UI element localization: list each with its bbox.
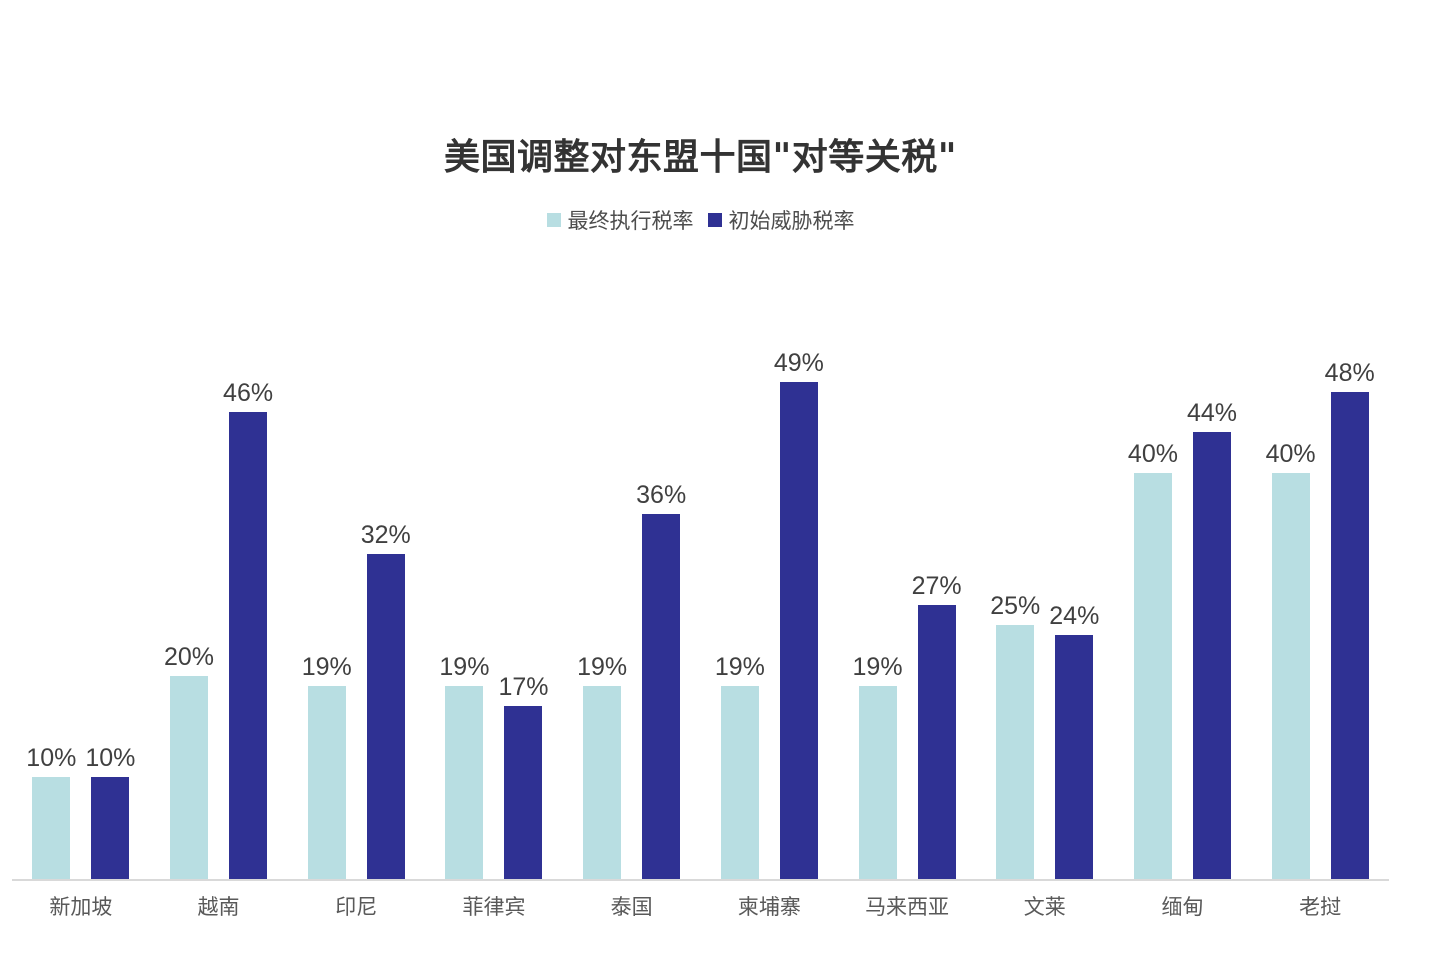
- final-rate-bar: [1133, 473, 1172, 879]
- legend-label-final-rate: 最终执行税率: [567, 209, 694, 233]
- initial-rate-bar-wrap: 46%: [223, 378, 274, 879]
- legend: 最终执行税率 初始威胁税率: [12, 205, 1389, 235]
- final-rate-value-label: 19%: [577, 652, 628, 681]
- final-rate-bar-wrap: 19%: [852, 652, 903, 879]
- initial-rate-bar-wrap: 27%: [911, 571, 962, 879]
- final-rate-value-label: 10%: [26, 743, 77, 772]
- final-rate-value-label: 19%: [714, 652, 765, 681]
- x-axis-label-8: 文莱: [1023, 895, 1066, 919]
- final-rate-bar-wrap: 19%: [714, 652, 765, 879]
- final-rate-bar-wrap: 20%: [164, 642, 215, 879]
- initial-rate-bar-wrap: 24%: [1049, 601, 1100, 879]
- bar-group-8: 25% 24%: [976, 279, 1114, 879]
- x-axis-labels: 新加坡 越南 印尼 菲律宾 泰国 柬埔寨 马来西亚 文莱 缅甸 老挝: [12, 891, 1389, 921]
- initial-rate-value-label: 24%: [1049, 601, 1100, 630]
- initial-rate-bar-wrap: 49%: [773, 348, 824, 879]
- x-axis-label-7: 马来西亚: [865, 895, 950, 919]
- initial-rate-bar: [779, 382, 818, 879]
- final-rate-value-label: 40%: [1265, 439, 1316, 468]
- final-rate-value-label: 19%: [301, 652, 352, 681]
- initial-rate-bar: [1330, 392, 1369, 879]
- initial-rate-bar: [504, 706, 543, 879]
- initial-rate-bar: [91, 777, 130, 879]
- initial-rate-bar: [366, 554, 405, 879]
- final-rate-bar-wrap: 40%: [1127, 439, 1178, 879]
- bar-group-5: 19% 36%: [563, 279, 701, 879]
- initial-rate-value-label: 17%: [498, 672, 549, 701]
- initial-rate-value-label: 36%: [636, 480, 687, 509]
- initial-rate-value-label: 48%: [1324, 358, 1375, 387]
- final-rate-bar: [170, 676, 209, 879]
- initial-rate-value-label: 44%: [1186, 398, 1238, 427]
- final-rate-bar-wrap: 25%: [990, 591, 1041, 879]
- final-rate-bar: [1271, 473, 1310, 879]
- initial-rate-value-label: 46%: [223, 378, 274, 407]
- bar-group-2: 20% 46%: [150, 279, 288, 879]
- x-axis-label-3: 印尼: [335, 895, 378, 919]
- initial-rate-bar-wrap: 10%: [85, 743, 136, 879]
- final-rate-bar: [445, 686, 484, 879]
- final-rate-bar: [996, 625, 1035, 879]
- initial-rate-value-label: 27%: [911, 571, 962, 600]
- final-rate-value-label: 40%: [1127, 439, 1178, 468]
- initial-rate-value-label: 32%: [360, 520, 411, 549]
- bar-group-9: 40% 44%: [1114, 279, 1252, 879]
- final-rate-bar-wrap: 19%: [301, 652, 352, 879]
- plot-area: 10% 10% 20% 46% 19% 32% 19% 17% 19% 36% 19% 49% 19% 2…: [12, 279, 1389, 881]
- initial-rate-bar-wrap: 48%: [1324, 358, 1375, 879]
- legend-swatch-final-rate: [546, 213, 561, 227]
- initial-rate-bar-wrap: 32%: [360, 520, 411, 879]
- bar-group-4: 19% 17%: [425, 279, 563, 879]
- initial-rate-bar-wrap: 17%: [498, 672, 549, 879]
- initial-rate-bar: [229, 412, 268, 879]
- bar-group-6: 19% 49%: [701, 279, 839, 879]
- x-axis-label-10: 老挝: [1299, 895, 1342, 919]
- initial-rate-bar: [642, 514, 681, 879]
- x-axis-label-2: 越南: [197, 895, 240, 919]
- bar-group-7: 19% 27%: [838, 279, 976, 879]
- final-rate-bar: [32, 777, 71, 879]
- final-rate-bar-wrap: 19%: [439, 652, 490, 879]
- initial-rate-bar: [917, 605, 956, 879]
- final-rate-bar-wrap: 19%: [577, 652, 628, 879]
- legend-item-final-rate: 最终执行税率: [546, 205, 694, 235]
- final-rate-bar: [307, 686, 346, 879]
- bar-group-1: 10% 10%: [12, 279, 150, 879]
- bar-group-10: 40% 48%: [1251, 279, 1389, 879]
- x-axis-label-6: 柬埔寨: [737, 895, 801, 919]
- initial-rate-value-label: 49%: [773, 348, 824, 377]
- initial-rate-bar: [1055, 635, 1094, 879]
- legend-swatch-initial-rate: [707, 213, 722, 227]
- initial-rate-value-label: 10%: [85, 743, 136, 772]
- x-axis-label-1: 新加坡: [49, 895, 113, 919]
- final-rate-bar: [720, 686, 759, 879]
- initial-rate-bar-wrap: 44%: [1186, 398, 1238, 879]
- final-rate-bar-wrap: 10%: [26, 743, 77, 879]
- final-rate-value-label: 19%: [439, 652, 490, 681]
- initial-rate-bar-wrap: 36%: [636, 480, 687, 879]
- x-axis-label-4: 菲律宾: [462, 895, 526, 919]
- final-rate-value-label: 19%: [852, 652, 903, 681]
- final-rate-bar-wrap: 40%: [1265, 439, 1316, 879]
- initial-rate-bar: [1192, 432, 1231, 879]
- final-rate-value-label: 25%: [990, 591, 1041, 620]
- x-axis-label-5: 泰国: [610, 895, 653, 919]
- final-rate-bar: [583, 686, 622, 879]
- legend-item-initial-rate: 初始威胁税率: [707, 205, 855, 235]
- bar-group-3: 19% 32%: [287, 279, 425, 879]
- legend-label-initial-rate: 初始威胁税率: [728, 209, 855, 233]
- final-rate-value-label: 20%: [164, 642, 215, 671]
- chart-title: 美国调整对东盟十国"对等关税": [443, 136, 957, 178]
- x-axis-label-9: 缅甸: [1161, 895, 1204, 919]
- final-rate-bar: [858, 686, 897, 879]
